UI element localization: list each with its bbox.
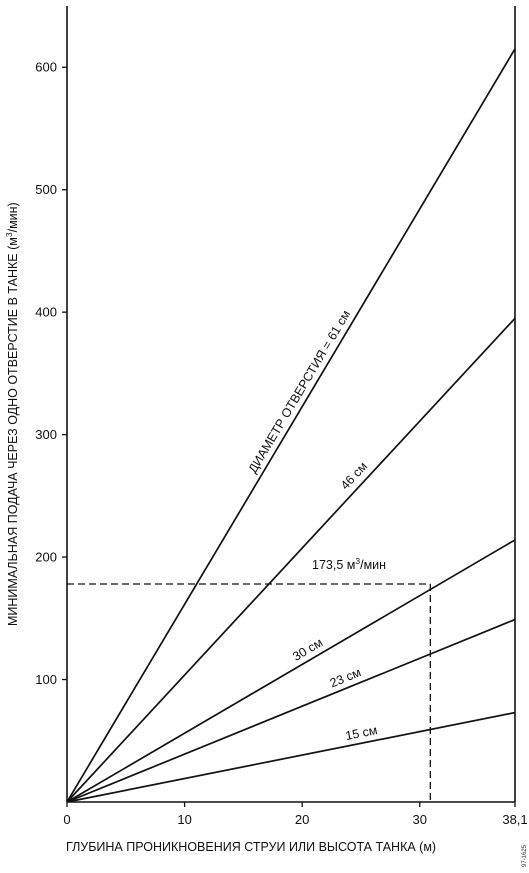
y-tick-label: 400 — [35, 305, 57, 320]
series-line — [66, 711, 516, 803]
figure-code: 97-1625 — [522, 844, 528, 867]
series-line — [66, 539, 516, 803]
series-line — [66, 317, 516, 803]
x-tick-label: 20 — [295, 812, 309, 827]
series-label: ДИАМЕТР ОТВЕРСТИЯ = 61 см — [246, 308, 354, 476]
y-axis-title: МИНИМАЛЬНАЯ ПОДАЧА ЧЕРЕЗ ОДНО ОТВЕРСТИЕ … — [4, 202, 20, 626]
series-label: 30 см — [290, 635, 325, 663]
plot-frame — [66, 6, 516, 803]
y-tick-label: 300 — [35, 427, 57, 442]
y-tick-label: 600 — [35, 60, 57, 75]
series-line — [66, 618, 516, 803]
x-axis-title: ГЛУБИНА ПРОНИКНОВЕНИЯ СТРУИ ИЛИ ВЫСОТА Т… — [66, 840, 436, 854]
x-tick-label: 38,1 — [502, 812, 527, 827]
series-line — [66, 48, 516, 803]
y-tick-label: 100 — [35, 672, 57, 687]
x-tick-label: 10 — [177, 812, 191, 827]
x-axis: 0 10 20 30 38,1 — [63, 802, 528, 827]
annotation-flow-value: 173,5 м3/мин — [312, 556, 386, 572]
series-label: 23 см — [328, 665, 363, 690]
x-tick-label: 30 — [413, 812, 427, 827]
series-label: 46 см — [338, 459, 370, 492]
reference-guides — [67, 583, 431, 802]
series-label: 15 см — [344, 723, 378, 743]
series-lines — [66, 48, 516, 803]
y-tick-label: 500 — [35, 182, 57, 197]
y-axis: 100 200 300 400 500 600 — [35, 60, 67, 687]
y-tick-label: 200 — [35, 550, 57, 565]
x-tick-label: 0 — [63, 812, 70, 827]
